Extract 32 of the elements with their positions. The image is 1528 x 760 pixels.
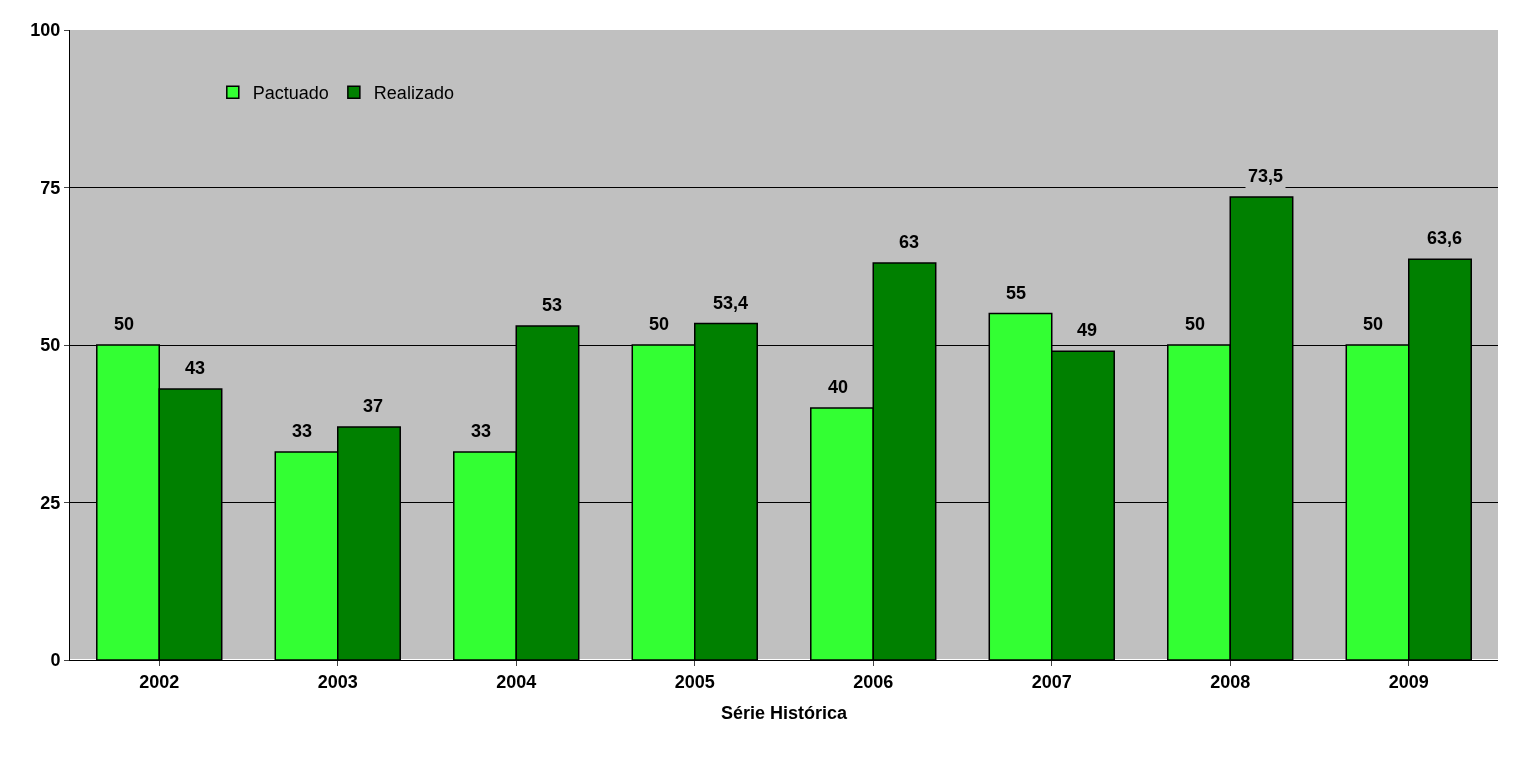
y-tick-label: 25 — [40, 492, 61, 513]
data-label: 33 — [471, 421, 492, 441]
data-label: 53 — [542, 295, 563, 315]
x-tick-label: 2005 — [674, 671, 715, 692]
x-tick-label: 2008 — [1210, 671, 1251, 692]
data-label: 63 — [899, 232, 920, 252]
x-axis-title: Série Histórica — [720, 702, 849, 723]
data-label: 55 — [1006, 283, 1027, 303]
data-label: 40 — [828, 377, 849, 397]
data-label: 37 — [363, 396, 384, 416]
x-tick-label: 2004 — [496, 671, 537, 692]
data-label: 50 — [114, 314, 135, 334]
x-tick-label: 2007 — [1031, 671, 1072, 692]
data-label: 50 — [1185, 314, 1206, 334]
x-tick-label: 2003 — [317, 671, 358, 692]
x-tick-label: 2006 — [853, 671, 894, 692]
legend-label: Realizado — [373, 83, 454, 104]
data-label: 43 — [185, 358, 206, 378]
y-tick-label: 50 — [40, 335, 61, 356]
data-label: 73,5 — [1248, 166, 1284, 186]
x-tick-label: 2009 — [1388, 671, 1429, 692]
data-label: 49 — [1077, 320, 1098, 340]
data-label: 53,4 — [713, 293, 749, 313]
y-tick-label: 75 — [40, 177, 61, 198]
data-label: 63,6 — [1427, 228, 1463, 248]
y-tick-label: 100 — [30, 20, 61, 41]
data-label: 50 — [649, 314, 670, 334]
y-tick-label: 0 — [50, 650, 61, 671]
legend-label: Pactuado — [252, 83, 329, 104]
data-label: 33 — [292, 421, 313, 441]
x-tick-label: 2002 — [139, 671, 180, 692]
data-label: 50 — [1363, 314, 1384, 334]
